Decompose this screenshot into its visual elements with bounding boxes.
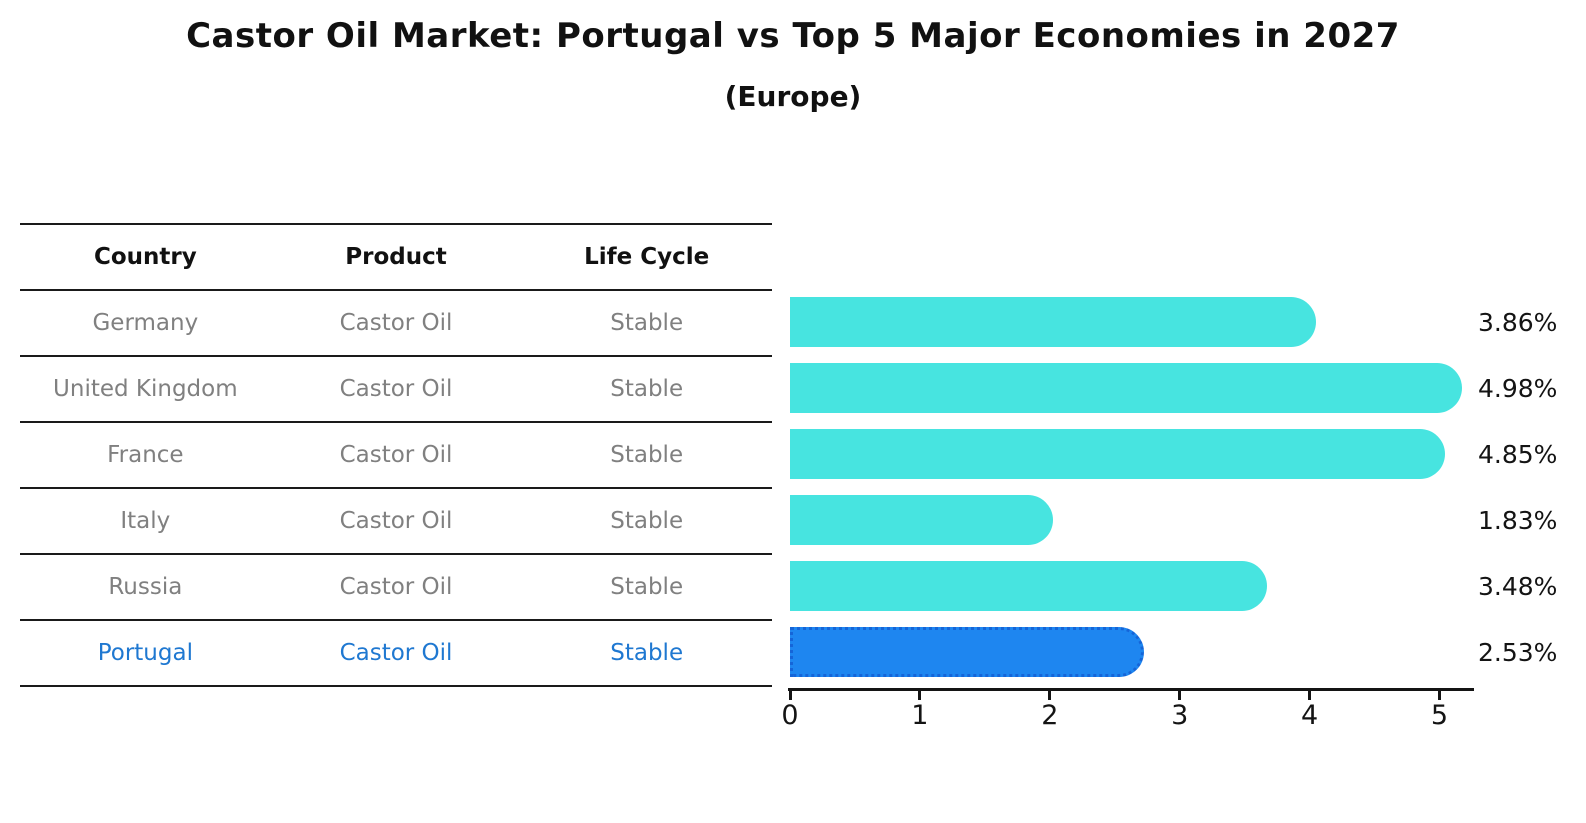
x-axis-tick-label-3: 3 bbox=[1171, 700, 1189, 731]
bar-row-united-kingdom bbox=[790, 355, 1472, 421]
value-label-germany: 3.86% bbox=[1478, 307, 1558, 337]
table-header-row: Country Product Life Cycle bbox=[20, 223, 772, 289]
product-cell: Castor Oil bbox=[339, 640, 453, 666]
table-row-italy: Italy Castor Oil Stable bbox=[20, 487, 772, 553]
product-cell: Castor Oil bbox=[339, 310, 453, 336]
country-cell: France bbox=[107, 442, 184, 468]
page-title: Castor Oil Market: Portugal vs Top 5 Maj… bbox=[186, 16, 1400, 56]
life-cycle-cell: Stable bbox=[610, 310, 684, 336]
country-cell: Italy bbox=[120, 508, 171, 534]
bar-united-kingdom bbox=[790, 363, 1462, 413]
life-cycle-cell: Stable bbox=[610, 508, 684, 534]
bar-row-france bbox=[790, 421, 1472, 487]
bar-row-germany bbox=[790, 289, 1472, 355]
bar-row-russia bbox=[790, 553, 1472, 619]
country-cell: United Kingdom bbox=[53, 376, 238, 402]
table-body: Germany Castor Oil Stable United Kingdom Cas… bbox=[20, 289, 772, 685]
x-axis: 0 1 2 3 4 5 bbox=[781, 688, 1474, 748]
life-cycle-cell: Stable bbox=[610, 640, 684, 666]
column-header-country: Country bbox=[93, 244, 197, 270]
bar-chart-plot-area bbox=[790, 289, 1472, 685]
bar-row-italy bbox=[790, 487, 1472, 553]
value-label-row: 4.98% bbox=[1478, 355, 1557, 421]
bar-row-portugal bbox=[790, 619, 1472, 685]
value-label-portugal: 2.53% bbox=[1478, 637, 1558, 667]
life-cycle-cell: Stable bbox=[610, 574, 684, 600]
product-cell: Castor Oil bbox=[339, 574, 453, 600]
table-row-france: France Castor Oil Stable bbox=[20, 421, 772, 487]
product-cell: Castor Oil bbox=[339, 376, 453, 402]
page-subtitle: (Europe) bbox=[724, 80, 862, 113]
x-axis-tick-1 bbox=[918, 691, 922, 700]
bar-germany bbox=[790, 297, 1317, 347]
highlight-bar-portugal bbox=[790, 627, 1144, 677]
value-label-row: 4.85% bbox=[1478, 421, 1557, 487]
country-cell: Germany bbox=[92, 310, 199, 336]
x-axis-tick-label-1: 1 bbox=[911, 700, 929, 731]
x-axis-tick-0 bbox=[788, 691, 792, 700]
value-label-column: 3.86% 4.98% 4.85% 1.83% 3.48% 2.53% bbox=[1478, 289, 1557, 685]
value-label-row: 2.53% bbox=[1478, 619, 1557, 685]
value-label-united-kingdom: 4.98% bbox=[1478, 373, 1558, 403]
x-axis-tick-label-2: 2 bbox=[1041, 700, 1059, 731]
value-label-row: 1.83% bbox=[1478, 487, 1557, 553]
value-label-row: 3.86% bbox=[1478, 289, 1557, 355]
column-header-life-cycle: Life Cycle bbox=[584, 244, 710, 270]
table-row-united-kingdom: United Kingdom Castor Oil Stable bbox=[20, 355, 772, 421]
life-cycle-cell: Stable bbox=[610, 376, 684, 402]
value-label-russia: 3.48% bbox=[1478, 571, 1558, 601]
value-label-france: 4.85% bbox=[1478, 439, 1558, 469]
country-cell: Portugal bbox=[97, 640, 193, 666]
life-cycle-cell: Stable bbox=[610, 442, 684, 468]
x-axis-tick-3 bbox=[1178, 691, 1182, 700]
x-axis-tick-label-5: 5 bbox=[1430, 700, 1449, 731]
x-axis-tick-label-4: 4 bbox=[1301, 700, 1319, 731]
value-label-row: 3.48% bbox=[1478, 553, 1557, 619]
x-axis-tick-5 bbox=[1438, 691, 1442, 700]
data-table: Country Product Life Cycle Germany Castor O… bbox=[20, 223, 772, 687]
bar-russia bbox=[790, 561, 1268, 611]
x-axis-tick-label-0: 0 bbox=[781, 700, 799, 731]
value-label-italy: 1.83% bbox=[1478, 505, 1558, 535]
product-cell: Castor Oil bbox=[339, 508, 453, 534]
table-row-portugal: Portugal Castor Oil Stable bbox=[20, 619, 772, 685]
bar-france bbox=[790, 429, 1446, 479]
bar-italy bbox=[790, 495, 1053, 545]
x-axis-tick-2 bbox=[1048, 691, 1052, 700]
product-cell: Castor Oil bbox=[339, 442, 453, 468]
country-cell: Russia bbox=[108, 574, 183, 600]
column-header-product: Product bbox=[345, 244, 447, 270]
table-row-russia: Russia Castor Oil Stable bbox=[20, 553, 772, 619]
x-axis-tick-4 bbox=[1308, 691, 1312, 700]
table-row-germany: Germany Castor Oil Stable bbox=[20, 289, 772, 355]
x-axis-line bbox=[788, 688, 1474, 691]
